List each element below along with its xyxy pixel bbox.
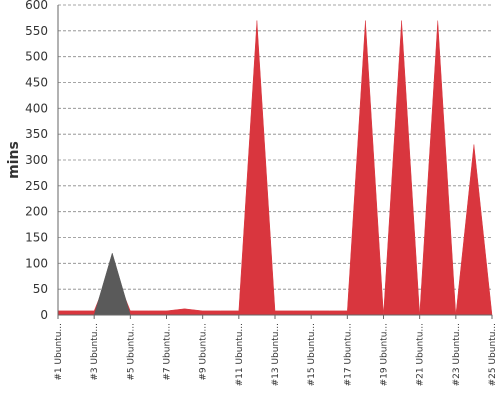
x-tick-label: #3 Ubuntu... [90, 323, 100, 381]
y-tick-label: 250 [25, 179, 48, 193]
x-tick-label: #11 Ubuntu... [235, 323, 245, 386]
x-tick-label: #9 Ubuntu... [199, 323, 209, 381]
y-tick-label: 50 [33, 282, 48, 296]
x-tick-label: #25 Ubuntu... [488, 323, 498, 386]
axis-layer: 0 50 100 150 200 250 300 350 400 450 500 550 600 #1 U… [25, 0, 498, 386]
y-tick-label: 150 [25, 231, 48, 245]
y-tick-label: 600 [25, 0, 48, 12]
y-axis-label: mins [6, 141, 22, 179]
y-tick-label: 100 [25, 256, 48, 270]
y-tick-label: 400 [25, 101, 48, 115]
y-tick-label: 350 [25, 127, 48, 141]
y-tick-label: 200 [25, 205, 48, 219]
x-tick-label: #19 Ubuntu... [380, 323, 390, 386]
y-tick-label: 550 [25, 24, 48, 38]
y-tick-label: 450 [25, 76, 48, 90]
x-tick-label: #13 Ubuntu... [271, 323, 281, 386]
series-area-1 [57, 20, 493, 316]
y-tick-label: 0 [40, 308, 48, 322]
x-tick-label: #7 Ubuntu... [163, 323, 173, 381]
x-tick-label: #5 Ubuntu... [126, 323, 136, 381]
x-tick-label: #17 Ubuntu... [343, 323, 353, 386]
y-tick-label: 500 [25, 50, 48, 64]
y-tick-label: 300 [25, 153, 48, 167]
x-tick-label: #21 Ubuntu... [416, 323, 426, 386]
x-tick-label: #23 Ubuntu... [452, 323, 462, 386]
x-tick-label: #15 Ubuntu... [307, 323, 317, 386]
x-tick-label: #1 Ubuntu... [54, 323, 64, 381]
grid-layer [58, 4, 492, 290]
series-layer [57, 20, 493, 316]
